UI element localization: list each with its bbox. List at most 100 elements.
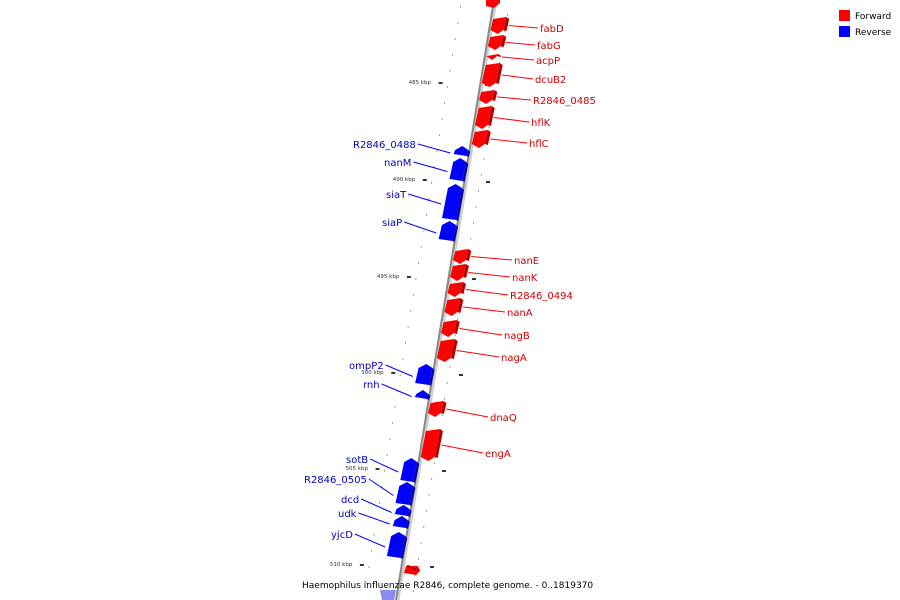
gene-R2846_0494[interactable]: R2846_0494: [447, 282, 573, 302]
gene-arrow-side: [429, 368, 435, 386]
gene-arrow[interactable]: [420, 429, 440, 461]
gene-arrow[interactable]: [444, 298, 461, 316]
gene-nagB[interactable]: nagB: [440, 320, 530, 342]
gene-fabD[interactable]: fabD: [490, 17, 564, 35]
gene-arrow-side: [426, 394, 431, 400]
gene-label: R2846_0494: [510, 291, 573, 302]
gene-arrow[interactable]: [386, 532, 406, 558]
gene-fabG[interactable]: fabG: [487, 35, 561, 52]
gene-rnh[interactable]: rnh: [363, 380, 431, 400]
gene-arrow-side: [484, 130, 491, 145]
kbp-label: 495 kbp: [377, 274, 400, 280]
kbp-ruler: 485 kbp 490 kbp 495 kbp 500 kbp 505 kbp 510 k…: [330, 80, 490, 568]
gene-nanK[interactable]: nanK: [450, 264, 538, 284]
gene-hflC[interactable]: hflC: [471, 130, 549, 150]
gene-arrow[interactable]: [436, 339, 455, 362]
gene-R2846_0505[interactable]: R2846_0505: [304, 475, 416, 506]
gene-arrow[interactable]: [487, 35, 504, 50]
partial-gene-top: [486, 0, 500, 8]
genome-axis: [395, 0, 495, 600]
gene-arrow-side: [503, 17, 510, 31]
gene-nagA[interactable]: nagA: [436, 339, 527, 364]
gene-arrow[interactable]: [400, 458, 418, 482]
gene-arrow[interactable]: [479, 90, 495, 104]
legend-forward-swatch: [839, 10, 850, 21]
gene-label: R2846_0505: [304, 475, 367, 486]
gene-arrow[interactable]: [474, 106, 492, 129]
gene-label: dcd: [341, 495, 359, 506]
kbp-tick: 485 kbp: [409, 80, 489, 86]
gene-arrow-side: [434, 429, 443, 458]
gene-arrow-side: [497, 54, 502, 57]
gene-arrow-side: [466, 150, 471, 157]
legend-reverse-label: Reverse: [855, 28, 892, 38]
kbp-label: 500 kbp: [361, 370, 384, 376]
gene-udk[interactable]: udk: [338, 509, 410, 529]
gene-label: dnaQ: [490, 413, 517, 424]
gene-label: nagB: [504, 331, 530, 342]
gene-arrow[interactable]: [447, 282, 463, 297]
gene-R2846_0485[interactable]: R2846_0485: [479, 90, 596, 107]
gene-nanA[interactable]: nanA: [444, 298, 533, 319]
gene-label: hflC: [529, 139, 549, 150]
gene-siaT[interactable]: siaT: [386, 184, 464, 221]
gene-label: fabG: [537, 41, 561, 52]
gene-nanE[interactable]: nanE: [452, 249, 539, 267]
gene-arrow[interactable]: [452, 249, 469, 264]
gene-arrow[interactable]: [486, 54, 499, 60]
gene-label: dcuB2: [535, 75, 566, 86]
gene-arrow[interactable]: [427, 401, 444, 417]
gene-sotB[interactable]: sotB: [346, 455, 420, 483]
gene-arrow[interactable]: [415, 364, 433, 385]
gene-siaP[interactable]: siaP: [382, 218, 458, 242]
gene-engA[interactable]: engA: [420, 429, 511, 461]
kbp-label: 485 kbp: [409, 80, 432, 86]
gene-arrow[interactable]: [471, 130, 488, 148]
gene-arrow[interactable]: [438, 221, 456, 241]
legend-reverse-swatch: [839, 26, 850, 37]
gene-arrow-side: [500, 35, 507, 47]
kbp-label: 510 kbp: [330, 562, 353, 568]
gene-arrow-side: [453, 320, 460, 334]
gene-label: ompP2: [349, 361, 384, 372]
kbp-tick: 510 kbp: [330, 562, 434, 568]
gene-arrow-side: [463, 264, 469, 278]
gene-ompP2[interactable]: ompP2: [349, 361, 435, 386]
gene-arrow[interactable]: [440, 320, 457, 337]
gene-yjcD[interactable]: yjcD: [331, 530, 408, 559]
gene-arrow[interactable]: [490, 17, 507, 34]
gene-arrow-side: [460, 282, 466, 294]
kbp-tick: 495 kbp: [377, 274, 476, 280]
gene-arrow-side: [457, 298, 464, 313]
gene-R2846_0488[interactable]: R2846_0488: [353, 140, 471, 157]
gene-label: nanM: [384, 158, 411, 169]
gene-nanM[interactable]: nanM: [384, 158, 469, 182]
gene-dcd[interactable]: dcd: [341, 495, 412, 517]
gene-arrow[interactable]: [395, 482, 414, 505]
gene-arrow[interactable]: [450, 264, 466, 281]
gene-label: nanE: [514, 256, 539, 267]
gene-acpP[interactable]: acpP: [486, 54, 560, 67]
gene-label: rnh: [363, 380, 380, 391]
gene-arrow[interactable]: [449, 158, 467, 181]
gene-arrow-side: [452, 225, 458, 242]
gene-label: nagA: [501, 353, 527, 364]
gene-arrow[interactable]: [453, 146, 469, 156]
gene-label: siaP: [382, 218, 402, 229]
gene-dnaQ[interactable]: dnaQ: [427, 401, 517, 424]
gene-arrow[interactable]: [442, 184, 462, 220]
gene-label: siaT: [386, 190, 407, 201]
kbp-label: 505 kbp: [346, 466, 369, 472]
gene-arrow[interactable]: [481, 63, 500, 87]
kbp-label: 490 kbp: [393, 177, 416, 183]
genome-axis-shadow: [396, 0, 498, 600]
gene-arrow-side: [405, 520, 410, 529]
gene-arrow[interactable]: [394, 505, 410, 516]
gene-label: nanA: [507, 308, 533, 319]
gene-arrow[interactable]: [414, 390, 429, 399]
gene-dcuB2[interactable]: dcuB2: [481, 63, 567, 87]
gene-hflK[interactable]: hflK: [474, 106, 551, 129]
kbp-tick: 490 kbp: [393, 177, 490, 183]
gene-arrow[interactable]: [392, 516, 408, 528]
